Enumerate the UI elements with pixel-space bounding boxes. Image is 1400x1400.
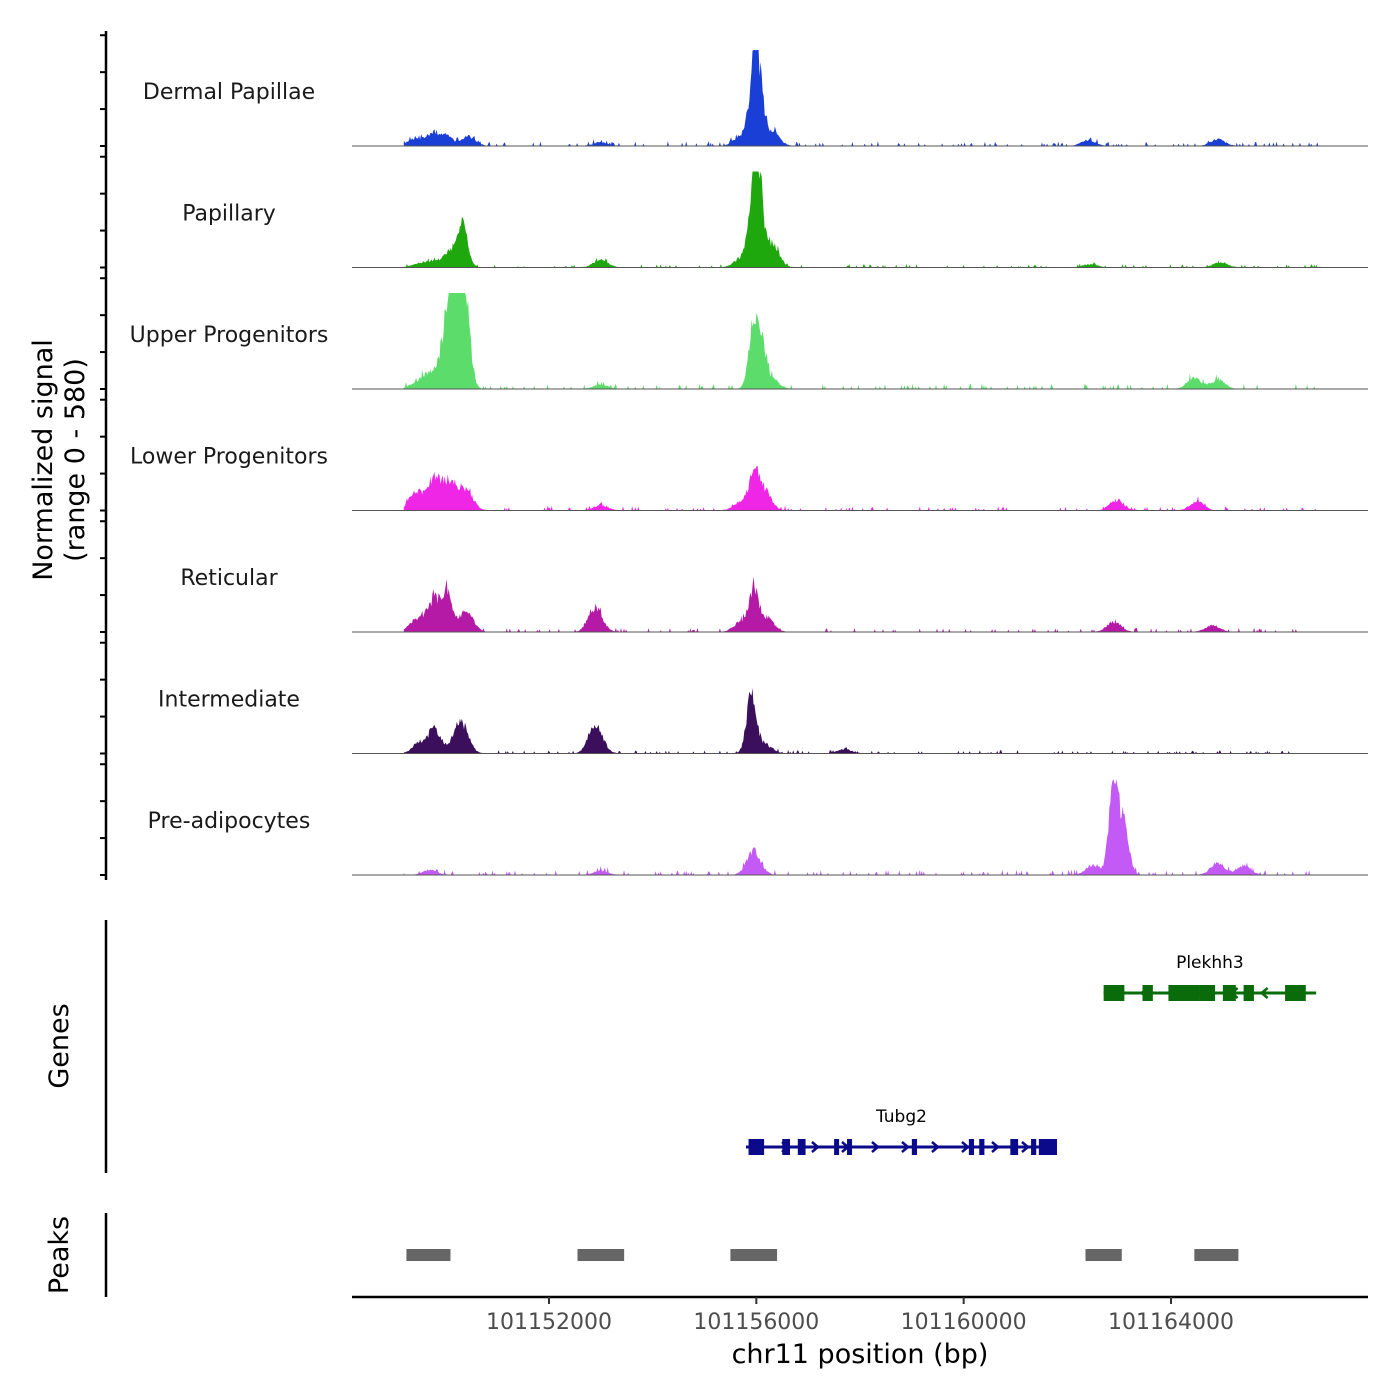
- peak-region: [406, 1249, 451, 1261]
- genes-panel-label: Genes: [44, 1003, 75, 1088]
- coverage-y-ticks: [100, 34, 106, 876]
- gene-strand-arrow: [961, 1141, 970, 1153]
- gene-exon: [782, 1139, 791, 1155]
- track-signal-area: [403, 688, 1322, 754]
- gene-exon: [1031, 1139, 1037, 1155]
- track-signal-area: [403, 466, 1322, 511]
- genes-track: Tubg2 Plekhh3: [745, 953, 1317, 1155]
- gene-exon: [1222, 985, 1236, 1001]
- gene-exon: [1010, 1139, 1019, 1155]
- peak-region: [577, 1249, 625, 1261]
- gene-exon: [1103, 985, 1125, 1001]
- track-label: Papillary: [182, 202, 276, 227]
- track-signal-area: [403, 576, 1322, 632]
- track-label: Lower Progenitors: [130, 445, 328, 470]
- gene-strand-arrow: [871, 1141, 880, 1153]
- track-signal-area: [403, 171, 1322, 268]
- gene-exon: [797, 1139, 806, 1155]
- x-axis-ticks: 101152000 101156000 101160000 101164000: [486, 1297, 1234, 1335]
- gene-strand-arrow: [1021, 1141, 1030, 1153]
- track-signal-area: [403, 779, 1322, 875]
- x-tick-label: 101156000: [693, 1310, 819, 1335]
- gene-exon: [1243, 985, 1254, 1001]
- gene-strand-arrow: [931, 1141, 940, 1153]
- gene-exon: [1199, 985, 1216, 1001]
- gene-exon: [1038, 1139, 1057, 1155]
- gene-exon: [979, 1139, 985, 1155]
- y-axis-title: Normalized signal: [28, 339, 59, 581]
- track-label: Upper Progenitors: [130, 323, 329, 348]
- track-label: Reticular: [180, 566, 278, 591]
- gene-strand-arrow: [991, 1141, 1000, 1153]
- gene-strand-arrow: [901, 1141, 910, 1153]
- gene-exon: [847, 1139, 853, 1155]
- gene-exon: [911, 1139, 918, 1155]
- peaks-track: [406, 1249, 1239, 1261]
- track-label: Dermal Papillae: [143, 80, 315, 105]
- peak-region: [1194, 1249, 1239, 1261]
- track-signal-area: [403, 293, 1322, 389]
- coverage-tracks: Dermal Papillae Papillary Upper Progenitor…: [130, 50, 1368, 876]
- gene-exon: [1142, 985, 1153, 1001]
- gene-strand-arrow: [811, 1141, 820, 1153]
- x-tick-label: 101160000: [901, 1310, 1027, 1335]
- gene-exon: [968, 1139, 975, 1155]
- y-axis-range: (range 0 - 580): [60, 358, 91, 562]
- peak-region: [730, 1249, 778, 1261]
- x-axis-title: chr11 position (bp): [732, 1339, 989, 1370]
- gene-label: Plekhh3: [1176, 953, 1244, 973]
- x-tick-label: 101152000: [486, 1310, 612, 1335]
- track-signal-area: [403, 50, 1322, 146]
- track-label: Pre-adipocytes: [148, 809, 311, 834]
- x-tick-label: 101164000: [1108, 1310, 1234, 1335]
- gene-exon: [1168, 985, 1200, 1001]
- gene-exon: [834, 1139, 840, 1155]
- track-label: Intermediate: [158, 688, 300, 713]
- peaks-panel-label: Peaks: [44, 1216, 75, 1294]
- peak-region: [1085, 1249, 1122, 1261]
- gene-label: Tubg2: [875, 1107, 927, 1127]
- gene-exon: [748, 1139, 765, 1155]
- gene-strand-arrow: [1259, 987, 1269, 999]
- gene-exon: [1285, 985, 1306, 1001]
